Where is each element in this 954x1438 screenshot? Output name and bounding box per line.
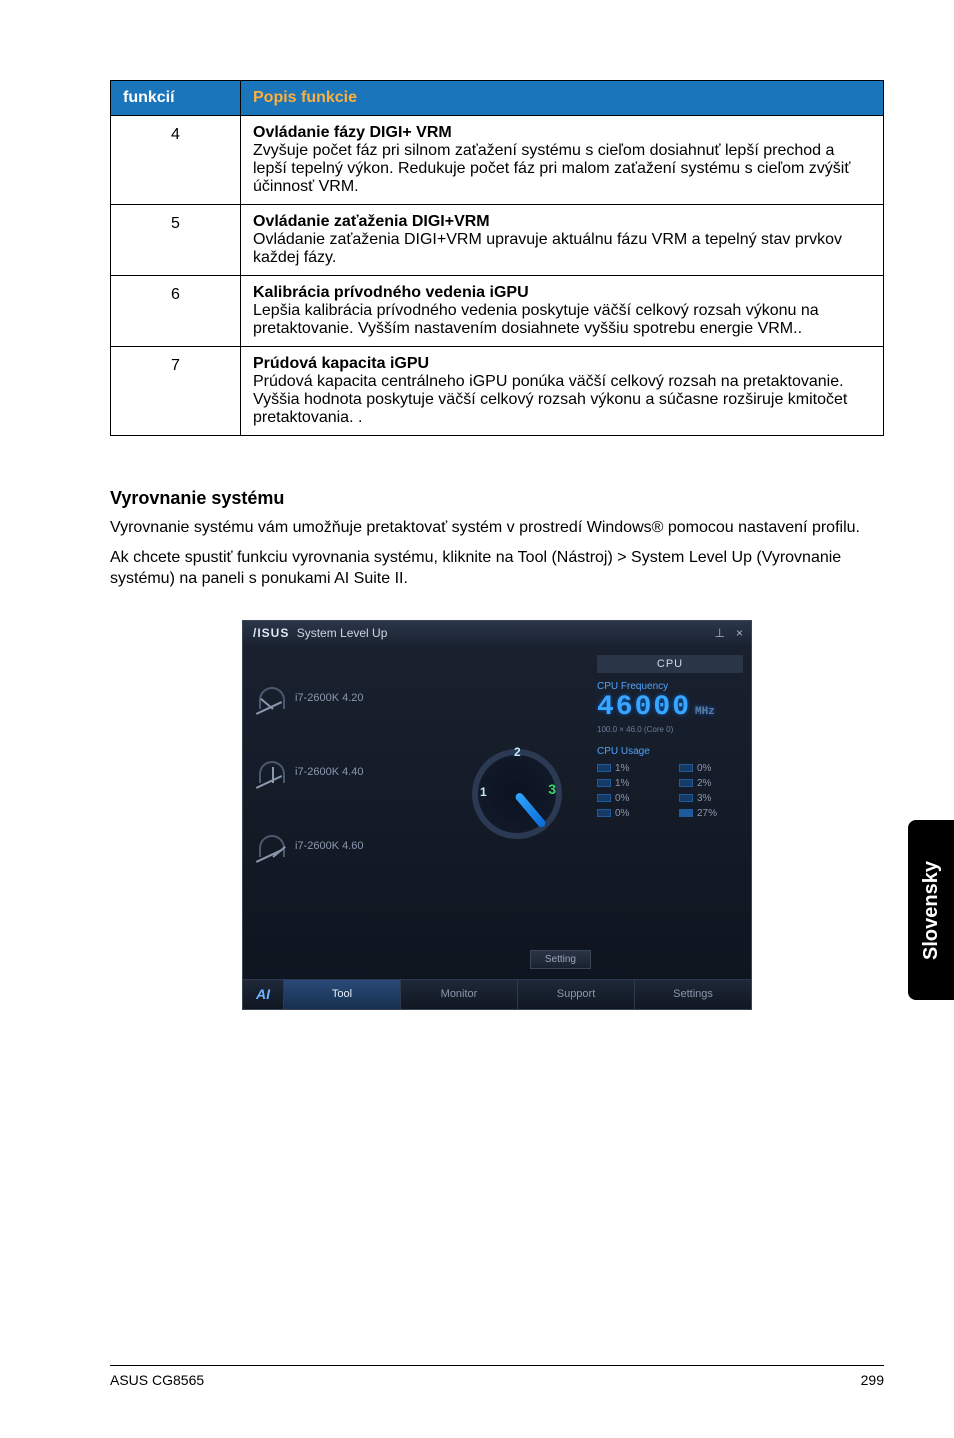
pin-icon[interactable]: ⊥ [715, 626, 725, 640]
section-paragraph-2: Ak chcete spustiť funkciu vyrovnania sys… [110, 547, 884, 590]
core-pct: 0% [615, 793, 629, 804]
bar-icon [597, 809, 611, 817]
cpu-header: CPU [597, 655, 743, 673]
core-usage: 27% [679, 808, 743, 819]
row-number: 5 [111, 205, 241, 276]
setting-button[interactable]: Setting [530, 950, 591, 969]
functions-table: funkcií Popis funkcie 4 Ovládanie fázy D… [110, 80, 884, 436]
cpu-usage-label: CPU Usage [597, 746, 743, 757]
section-paragraph-1: Vyrovnanie systému vám umožňuje pretakto… [110, 517, 884, 539]
profile-label: i7-2600K 4.60 [295, 840, 364, 852]
core-pct: 1% [615, 763, 629, 774]
row-number: 7 [111, 347, 241, 436]
bar-icon [597, 764, 611, 772]
close-icon[interactable]: × [736, 626, 743, 640]
dial-panel: 1 2 3 [443, 647, 591, 967]
bar-icon [597, 779, 611, 787]
ai-suite-logo-icon: AI [243, 980, 283, 1009]
bar-icon [597, 794, 611, 802]
core-usage: 0% [597, 808, 661, 819]
freq-number: 46000 [597, 692, 691, 723]
bar-icon [679, 764, 693, 772]
cpu-cores-grid: 1% 0% 1% 2% 0% 3% 0% 27% [597, 763, 743, 819]
table-row: 4 Ovládanie fázy DIGI+ VRM Zvyšuje počet… [111, 116, 884, 205]
bar-icon [679, 779, 693, 787]
profile-label: i7-2600K 4.20 [295, 692, 364, 704]
dial-label-2: 2 [514, 745, 521, 759]
dial-label-1: 1 [480, 785, 487, 799]
language-label: Slovensky [920, 861, 943, 960]
dial-label-3: 3 [548, 781, 556, 797]
window-title: System Level Up [297, 626, 388, 640]
tab-tool[interactable]: Tool [283, 980, 400, 1009]
table-header-col2: Popis funkcie [241, 81, 884, 116]
tab-support[interactable]: Support [517, 980, 634, 1009]
freq-unit: MHz [695, 706, 715, 718]
table-header-row: funkcií Popis funkcie [111, 81, 884, 116]
row-body: Lepšia kalibrácia prívodného vedenia pos… [253, 302, 819, 337]
core-pct: 27% [697, 808, 717, 819]
window-titlebar: /ISUS System Level Up ⊥ × [243, 621, 751, 647]
row-description: Ovládanie fázy DIGI+ VRM Zvyšuje počet f… [241, 116, 884, 205]
cpu-frequency-value: 46000 MHz [597, 692, 743, 723]
profiles-panel: i7-2600K 4.20 i7-2600K 4.40 i7-2600K 4.6… [243, 647, 443, 967]
profile-item[interactable]: i7-2600K 4.20 [259, 661, 433, 735]
page-footer: ASUS CG8565 299 [110, 1365, 884, 1388]
core-pct: 0% [615, 808, 629, 819]
row-number: 4 [111, 116, 241, 205]
bottom-tabs: AI Tool Monitor Support Settings [243, 979, 751, 1009]
section-title: Vyrovnanie systému [110, 488, 884, 509]
core-usage: 0% [597, 793, 661, 804]
page: funkcií Popis funkcie 4 Ovládanie fázy D… [0, 0, 954, 1438]
table-row: 7 Prúdová kapacita iGPU Prúdová kapacita… [111, 347, 884, 436]
core-usage: 0% [679, 763, 743, 774]
core-usage: 2% [679, 778, 743, 789]
level-dial[interactable]: 1 2 3 [472, 749, 562, 839]
screenshot-container: /ISUS System Level Up ⊥ × i7-2600K 4.20 … [110, 620, 884, 1010]
core-usage: 1% [597, 778, 661, 789]
row-number: 6 [111, 276, 241, 347]
profile-label: i7-2600K 4.40 [295, 766, 364, 778]
gauge-icon [259, 687, 285, 709]
bar-icon [679, 809, 693, 817]
brand-logo: /ISUS [253, 626, 289, 640]
footer-page-number: 299 [861, 1372, 884, 1388]
row-description: Prúdová kapacita iGPU Prúdová kapacita c… [241, 347, 884, 436]
row-description: Kalibrácia prívodného vedenia iGPU Lepši… [241, 276, 884, 347]
row-title: Ovládanie fázy DIGI+ VRM [253, 124, 452, 141]
system-level-up-window: /ISUS System Level Up ⊥ × i7-2600K 4.20 … [242, 620, 752, 1010]
gauge-icon [259, 835, 285, 857]
row-body: Ovládanie zaťaženia DIGI+VRM upravuje ak… [253, 231, 842, 266]
row-title: Kalibrácia prívodného vedenia iGPU [253, 284, 529, 301]
profile-item[interactable]: i7-2600K 4.40 [259, 735, 433, 809]
gauge-icon [259, 761, 285, 783]
core-pct: 0% [697, 763, 711, 774]
core-pct: 3% [697, 793, 711, 804]
tab-monitor[interactable]: Monitor [400, 980, 517, 1009]
table-header-col1: funkcií [111, 81, 241, 116]
core-pct: 2% [697, 778, 711, 789]
tab-settings[interactable]: Settings [634, 980, 751, 1009]
language-side-tab: Slovensky [908, 820, 954, 1000]
table-row: 5 Ovládanie zaťaženia DIGI+VRM Ovládanie… [111, 205, 884, 276]
row-body: Zvyšuje počet fáz pri silnom zaťažení sy… [253, 142, 850, 195]
core-usage: 1% [597, 763, 661, 774]
row-body: Prúdová kapacita centrálneho iGPU ponúka… [253, 373, 847, 426]
window-body: i7-2600K 4.20 i7-2600K 4.40 i7-2600K 4.6… [243, 647, 751, 967]
cpu-frequency-label: CPU Frequency [597, 681, 743, 692]
cpu-frequency-subtext: 100.0 × 46.0 (Core 0) [597, 725, 743, 734]
profile-item[interactable]: i7-2600K 4.60 [259, 809, 433, 883]
row-description: Ovládanie zaťaženia DIGI+VRM Ovládanie z… [241, 205, 884, 276]
core-usage: 3% [679, 793, 743, 804]
cpu-panel: CPU CPU Frequency 46000 MHz 100.0 × 46.0 … [591, 647, 751, 967]
table-row: 6 Kalibrácia prívodného vedenia iGPU Lep… [111, 276, 884, 347]
row-title: Ovládanie zaťaženia DIGI+VRM [253, 213, 490, 230]
bar-icon [679, 794, 693, 802]
row-title: Prúdová kapacita iGPU [253, 355, 429, 372]
core-pct: 1% [615, 778, 629, 789]
footer-product: ASUS CG8565 [110, 1372, 204, 1388]
